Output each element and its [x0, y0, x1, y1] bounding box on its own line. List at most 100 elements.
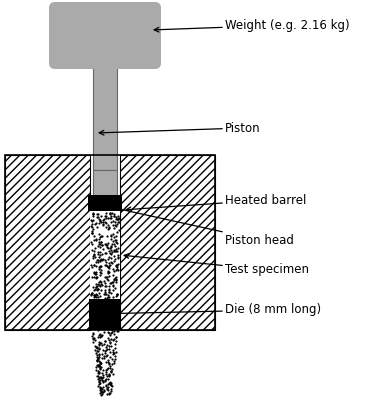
- Point: [103, 359, 109, 366]
- Point: [103, 274, 109, 280]
- Point: [98, 270, 104, 276]
- Point: [115, 253, 121, 260]
- Point: [90, 212, 96, 219]
- Point: [98, 251, 104, 258]
- Point: [108, 279, 114, 286]
- Point: [110, 347, 115, 353]
- Point: [95, 370, 101, 376]
- Point: [110, 294, 116, 300]
- Point: [101, 278, 107, 285]
- Point: [115, 216, 121, 222]
- Point: [105, 365, 111, 371]
- Point: [91, 337, 97, 343]
- Point: [97, 244, 102, 250]
- Point: [104, 391, 110, 397]
- Point: [96, 346, 102, 352]
- Point: [93, 237, 99, 243]
- Point: [91, 274, 97, 280]
- Point: [95, 327, 101, 334]
- Point: [107, 210, 113, 216]
- Point: [102, 210, 108, 216]
- Point: [96, 230, 102, 237]
- Point: [115, 254, 121, 261]
- Point: [108, 246, 114, 253]
- Point: [110, 272, 116, 279]
- Point: [98, 233, 104, 239]
- Point: [100, 221, 106, 228]
- Point: [89, 224, 95, 230]
- Point: [111, 213, 117, 219]
- Point: [98, 364, 104, 370]
- Point: [114, 276, 120, 282]
- Point: [110, 327, 115, 333]
- Point: [104, 276, 110, 282]
- Point: [96, 236, 102, 243]
- Point: [89, 230, 95, 237]
- Point: [111, 212, 117, 219]
- Text: Die (8 mm long): Die (8 mm long): [96, 303, 321, 316]
- Point: [99, 331, 105, 338]
- Point: [93, 344, 99, 351]
- Point: [116, 227, 122, 234]
- Point: [89, 264, 95, 270]
- Point: [107, 280, 112, 286]
- Point: [109, 260, 115, 266]
- Point: [109, 278, 115, 285]
- Point: [111, 268, 117, 274]
- Point: [103, 369, 109, 376]
- Point: [102, 291, 108, 297]
- Point: [98, 333, 104, 339]
- Point: [102, 257, 108, 263]
- Point: [106, 247, 112, 254]
- Point: [96, 282, 102, 288]
- Point: [100, 389, 105, 396]
- Point: [96, 220, 102, 226]
- Point: [103, 291, 109, 297]
- Point: [88, 223, 94, 229]
- Point: [111, 331, 117, 337]
- Point: [102, 289, 108, 295]
- Point: [95, 249, 101, 256]
- Point: [90, 253, 95, 260]
- Point: [105, 268, 111, 274]
- Point: [104, 346, 110, 352]
- Point: [105, 384, 111, 390]
- Text: Piston: Piston: [99, 121, 260, 135]
- Point: [115, 261, 121, 267]
- Point: [94, 373, 100, 380]
- Point: [91, 248, 97, 254]
- Point: [111, 247, 117, 253]
- Point: [111, 211, 117, 217]
- Point: [110, 371, 115, 378]
- Point: [114, 333, 120, 340]
- Point: [93, 220, 99, 226]
- Point: [112, 334, 118, 341]
- Point: [113, 349, 119, 355]
- Point: [91, 291, 97, 298]
- Point: [106, 289, 112, 295]
- Point: [105, 371, 111, 377]
- Point: [97, 374, 102, 380]
- Point: [93, 269, 99, 275]
- Point: [107, 339, 113, 346]
- Point: [103, 382, 109, 389]
- Point: [97, 360, 103, 367]
- Point: [104, 386, 110, 392]
- Point: [108, 255, 114, 262]
- Point: [101, 387, 107, 393]
- Point: [97, 380, 103, 386]
- Bar: [90, 211, 120, 299]
- Point: [91, 335, 97, 341]
- Point: [89, 290, 95, 297]
- Point: [92, 286, 98, 292]
- Point: [115, 266, 121, 273]
- Point: [100, 378, 106, 384]
- Point: [97, 384, 103, 391]
- Point: [103, 353, 109, 359]
- Point: [95, 372, 101, 379]
- Point: [108, 382, 114, 388]
- Point: [90, 241, 95, 247]
- Point: [105, 356, 111, 363]
- Point: [102, 283, 108, 289]
- Point: [94, 287, 100, 293]
